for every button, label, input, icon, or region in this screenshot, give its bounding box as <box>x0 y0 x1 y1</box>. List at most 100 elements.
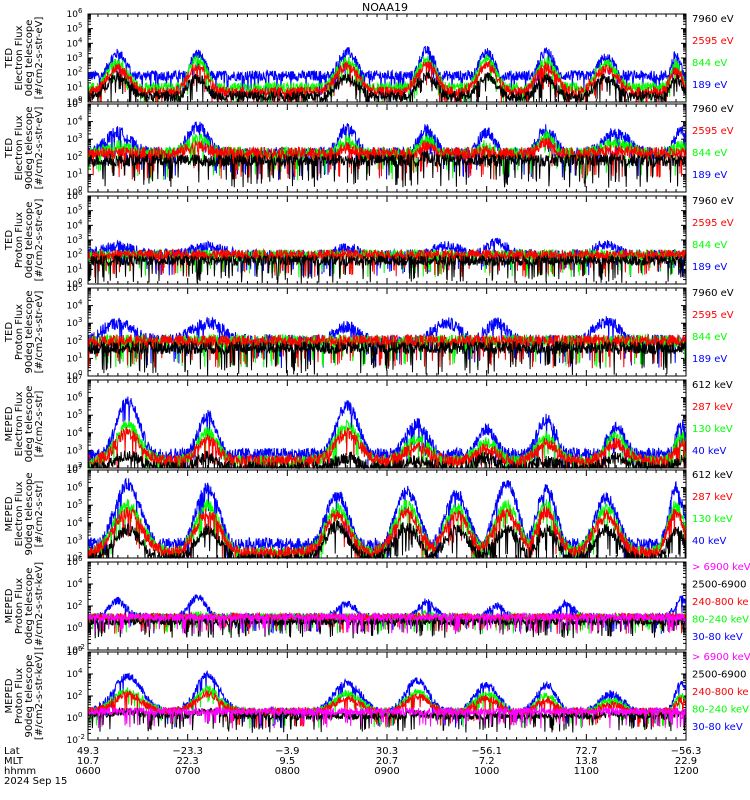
y-tick-label: 10 <box>67 646 79 656</box>
y-axis-label-line: 90deg telescope <box>24 290 35 373</box>
panel-frame <box>87 287 687 377</box>
y-tick-exponent: 1 <box>78 351 82 359</box>
y-axis-label-line: Proton Flux <box>14 212 25 268</box>
y-tick-exponent: 0 <box>78 621 82 629</box>
y-tick-label: 10 <box>67 25 79 35</box>
series-line-black <box>87 253 687 284</box>
y-tick-exponent: 2 <box>78 248 82 256</box>
y-tick-exponent: 4 <box>78 516 83 524</box>
panel-4: TED Proton Flux 90deg telescope [#/cm2-s-st… <box>4 281 734 382</box>
legend-entry: 130 keV <box>692 514 733 525</box>
y-tick-label: 10 <box>67 100 79 110</box>
x-tick-label-lat: −23.3 <box>172 746 203 757</box>
y-tick-exponent: 1 <box>78 80 82 88</box>
y-axis-label-line: 0deg telescope <box>24 202 35 279</box>
legend-entry: 844 eV <box>692 148 727 159</box>
y-tick-exponent: 4 <box>78 218 83 226</box>
y-tick-exponent: 1 <box>78 167 82 175</box>
y-axis-label-line: TED <box>4 138 15 159</box>
y-tick-label: 10 <box>67 554 79 564</box>
y-tick-exponent: 0 <box>78 369 82 377</box>
legend-entry: 240-800 ke <box>692 597 749 608</box>
legend-entry: 2595 eV <box>692 218 734 229</box>
legend-entry: 612 keV <box>692 380 733 391</box>
y-tick-label: 10 <box>67 236 79 246</box>
y-tick-exponent: 5 <box>78 22 82 30</box>
y-tick-exponent: 6 <box>78 645 83 653</box>
y-tick-label: 10 <box>67 429 79 439</box>
y-axis-label-line: 0deg telescope <box>24 568 35 645</box>
y-tick-exponent: 6 <box>78 555 83 563</box>
y-tick-exponent: 5 <box>78 204 82 212</box>
y-tick-label: 10 <box>67 39 79 49</box>
y-tick-exponent: 0 <box>78 277 82 285</box>
y-tick-exponent: 2 <box>78 461 82 469</box>
y-tick-label: 10 <box>67 466 79 476</box>
y-tick-label: 10 <box>67 394 79 404</box>
y-tick-exponent: -2 <box>78 643 85 651</box>
x-tick-label-hhmm: 0900 <box>374 766 399 777</box>
series-line-red <box>87 505 687 560</box>
legend-entry: 40 keV <box>692 536 726 547</box>
y-tick-exponent: 7 <box>78 373 82 381</box>
y-axis-label-line: 0deg telescope <box>24 20 35 97</box>
panel-5: MEPED Electron Flux 0deg telescope [#/cm2-s… <box>4 373 733 474</box>
y-tick-label: 10 <box>67 188 79 198</box>
y-tick-exponent: 6 <box>78 189 83 197</box>
y-tick-label: 10 <box>67 10 79 20</box>
legend-entry: 240-800 ke <box>692 687 749 698</box>
y-tick-exponent: 3 <box>78 533 82 541</box>
y-axis-label-line: [#/cm2-s-str-eV] <box>34 17 45 100</box>
x-tick-label-lat: −3.9 <box>275 746 299 757</box>
x-tick-label-lat: −56.3 <box>671 746 702 757</box>
y-tick-label: 10 <box>67 221 79 231</box>
panel-frame <box>87 379 687 469</box>
y-tick-label: 10 <box>67 354 79 364</box>
legend-entry: 612 keV <box>692 470 733 481</box>
panel-6: MEPED Electron Flux 90deg telescope [#/cm2-… <box>4 463 733 564</box>
y-tick-exponent: 5 <box>78 97 82 105</box>
y-tick-exponent: 4 <box>78 426 83 434</box>
legend-entry: 2595 eV <box>692 36 734 47</box>
y-axis-label-line: Electron Flux <box>14 481 25 546</box>
y-tick-label: 10 <box>67 284 79 294</box>
series-line-magenta <box>87 611 687 635</box>
x-tick-label-mlt: 20.7 <box>376 756 398 767</box>
panel-frame <box>87 103 687 193</box>
y-tick-exponent: 0 <box>78 95 82 103</box>
y-tick-label: 10 <box>67 302 79 312</box>
y-axis-label-line: Proton Flux <box>14 578 25 634</box>
x-tick-label-mlt: 22.9 <box>675 756 697 767</box>
x-tick-label-mlt: 22.3 <box>177 756 199 767</box>
legend-entry: 844 eV <box>692 240 727 251</box>
y-tick-label: 10 <box>67 207 79 217</box>
y-axis-label-line: [#/cm2-s-str-keV] <box>34 562 45 650</box>
y-axis-label-line: MEPED <box>4 406 15 441</box>
y-tick-exponent: 2 <box>78 689 82 697</box>
x-tick-label-hhmm: 1200 <box>673 766 698 777</box>
panel-1: TED Electron Flux 0deg telescope [#/cm2-s-s… <box>4 7 734 108</box>
y-axis-label-line: TED <box>4 48 15 69</box>
panel-2: TED Electron Flux 90deg telescope [#/cm2-s-… <box>4 97 734 198</box>
y-axis-label-line: Electron Flux <box>14 115 25 180</box>
y-tick-exponent: 2 <box>78 551 82 559</box>
y-tick-exponent: 4 <box>78 115 83 123</box>
legend-entry: 2595 eV <box>692 310 734 321</box>
y-tick-exponent: 0 <box>78 185 82 193</box>
y-axis-label-line: 0deg telescope <box>24 386 35 463</box>
legend-entry: 7960 eV <box>692 14 734 25</box>
x-tick-label-mlt: 10.7 <box>77 756 99 767</box>
y-axis-label-line: MEPED <box>4 678 15 713</box>
y-axis-label-line: Electron Flux <box>14 25 25 90</box>
y-tick-label: 10 <box>67 558 79 568</box>
legend-entry: 189 eV <box>692 354 727 365</box>
y-tick-exponent: 3 <box>78 132 82 140</box>
y-tick-label: 10 <box>67 670 79 680</box>
y-tick-label: 10 <box>67 170 79 180</box>
legend-entry: 287 keV <box>692 492 733 503</box>
y-tick-exponent: 6 <box>78 7 83 15</box>
x-tick-label-hhmm: 1100 <box>574 766 599 777</box>
y-tick-label: 10 <box>67 280 79 290</box>
legend-entry: 7960 eV <box>692 196 734 207</box>
panel-frame <box>87 13 687 103</box>
